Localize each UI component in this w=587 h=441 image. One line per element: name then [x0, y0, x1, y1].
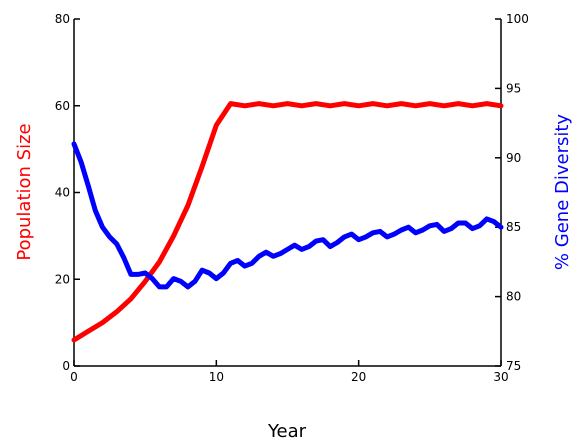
series-line-gene-diversity	[71, 141, 504, 290]
y-right-tick-label: 80	[506, 290, 521, 304]
series-line-population-size	[71, 101, 504, 343]
x-tick-label: 30	[493, 370, 508, 384]
y-right-tick-label: 85	[506, 220, 521, 234]
ticks: 0 20 40 60 80 75 80 85 90 95 100 0 10 20 30	[55, 12, 529, 384]
axes	[73, 19, 502, 367]
y-right-tick-label: 95	[506, 81, 521, 95]
series-group	[71, 101, 504, 343]
y-right-tick-label: 100	[506, 12, 529, 26]
y-axis-title-left: Population Size	[14, 123, 35, 260]
y-left-tick-label: 80	[55, 12, 70, 26]
x-tick-label: 0	[70, 370, 78, 384]
y-axis-title-right: % Gene Diversity	[552, 114, 573, 270]
x-tick-label: 20	[351, 370, 366, 384]
y-left-tick-label: 60	[55, 99, 70, 113]
y-left-tick-label: 0	[62, 359, 70, 373]
y-left-tick-label: 20	[55, 272, 70, 286]
y-right-tick-label: 90	[506, 151, 521, 165]
x-tick-label: 10	[209, 370, 224, 384]
y-right-tick-label: 75	[506, 359, 521, 373]
x-axis-title: Year	[267, 421, 307, 441]
y-left-tick-label: 40	[55, 186, 70, 200]
